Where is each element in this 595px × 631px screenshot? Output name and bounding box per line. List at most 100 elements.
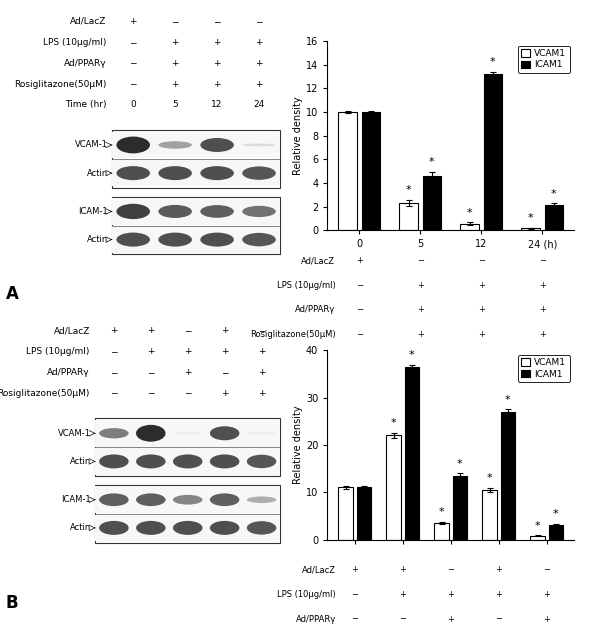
Text: LPS (10μg/ml): LPS (10μg/ml)	[277, 590, 336, 599]
Ellipse shape	[136, 521, 165, 535]
Bar	[95, 514, 280, 541]
Text: −: −	[356, 281, 363, 290]
Y-axis label: Relative density: Relative density	[293, 97, 303, 175]
Text: +: +	[171, 59, 179, 68]
Text: Actin: Actin	[87, 235, 108, 244]
Legend: VCAM1, ICAM1: VCAM1, ICAM1	[518, 355, 569, 382]
Text: ICAM-1: ICAM-1	[79, 207, 108, 216]
Bar	[95, 420, 280, 447]
Bar	[530, 536, 545, 540]
Text: Rosiglitazone(50μM): Rosiglitazone(50μM)	[14, 80, 107, 88]
Text: −: −	[416, 256, 424, 265]
Text: +: +	[356, 256, 362, 265]
Text: Ad/LacZ: Ad/LacZ	[54, 326, 90, 335]
Ellipse shape	[201, 166, 234, 180]
Text: +: +	[171, 80, 179, 88]
Ellipse shape	[210, 493, 239, 506]
Text: 12: 12	[211, 100, 223, 109]
Bar	[95, 487, 280, 513]
Ellipse shape	[136, 454, 165, 468]
Text: 0: 0	[130, 100, 136, 109]
Text: VCAM-1: VCAM-1	[58, 429, 91, 438]
Text: Ad/LacZ: Ad/LacZ	[70, 17, 107, 26]
Ellipse shape	[158, 233, 192, 247]
Ellipse shape	[99, 428, 129, 439]
Text: +: +	[539, 330, 546, 339]
Text: +: +	[416, 330, 424, 339]
Ellipse shape	[158, 141, 192, 149]
Bar	[356, 487, 371, 540]
Text: Rosiglitazone(50μM): Rosiglitazone(50μM)	[0, 389, 90, 398]
Bar	[483, 490, 497, 540]
Text: *: *	[490, 57, 496, 67]
Bar	[405, 367, 419, 540]
Text: −: −	[543, 565, 550, 574]
Text: +: +	[214, 80, 221, 88]
Text: +: +	[351, 565, 358, 574]
Text: *: *	[467, 208, 472, 218]
Ellipse shape	[201, 233, 234, 247]
Text: *: *	[553, 509, 559, 519]
Text: −: −	[258, 326, 265, 335]
Ellipse shape	[173, 495, 202, 505]
Bar	[484, 74, 502, 230]
Text: −: −	[110, 368, 118, 377]
Ellipse shape	[117, 233, 150, 247]
Text: +: +	[130, 17, 137, 26]
Text: *: *	[528, 213, 534, 223]
Text: +: +	[399, 590, 406, 599]
Ellipse shape	[247, 432, 276, 434]
Text: Ad/LacZ: Ad/LacZ	[302, 565, 336, 574]
Bar	[95, 448, 280, 475]
Text: +: +	[478, 305, 485, 314]
Text: −: −	[447, 565, 454, 574]
Bar	[95, 418, 280, 476]
Text: −: −	[399, 615, 406, 623]
Text: +: +	[447, 615, 454, 623]
Text: *: *	[551, 189, 556, 199]
Text: +: +	[214, 59, 221, 68]
Text: LPS (10μg/ml): LPS (10μg/ml)	[43, 38, 107, 47]
Text: Actin: Actin	[70, 523, 91, 533]
Text: −: −	[184, 326, 192, 335]
Text: −: −	[110, 389, 118, 398]
Ellipse shape	[158, 166, 192, 180]
Ellipse shape	[242, 167, 276, 180]
Text: Ad/LacZ: Ad/LacZ	[302, 256, 336, 265]
Ellipse shape	[117, 204, 150, 219]
Text: +: +	[258, 347, 265, 356]
Text: +: +	[399, 565, 406, 574]
Ellipse shape	[117, 166, 150, 180]
Text: −: −	[147, 389, 155, 398]
Text: +: +	[221, 347, 228, 356]
Ellipse shape	[117, 136, 150, 153]
Text: +: +	[447, 590, 454, 599]
Text: *: *	[439, 507, 444, 517]
Text: +: +	[221, 326, 228, 335]
Text: +: +	[539, 281, 546, 290]
Text: +: +	[478, 281, 485, 290]
Ellipse shape	[210, 521, 239, 535]
Text: +: +	[258, 389, 265, 398]
Text: +: +	[147, 326, 155, 335]
Text: Ad/PPARγ: Ad/PPARγ	[295, 305, 336, 314]
Text: −: −	[214, 17, 221, 26]
Ellipse shape	[247, 521, 276, 534]
Bar	[362, 112, 380, 230]
Text: −: −	[130, 38, 137, 47]
Bar	[544, 206, 563, 230]
Bar	[422, 176, 441, 230]
Text: −: −	[147, 368, 155, 377]
Bar	[386, 435, 401, 540]
Text: −: −	[356, 305, 363, 314]
Ellipse shape	[210, 454, 239, 468]
Y-axis label: Relative density: Relative density	[293, 406, 303, 484]
Text: +: +	[221, 389, 228, 398]
Ellipse shape	[201, 205, 234, 218]
Text: −: −	[356, 330, 363, 339]
Bar	[339, 112, 357, 230]
Text: Actin: Actin	[87, 168, 108, 178]
Text: −: −	[130, 80, 137, 88]
Bar	[453, 476, 467, 540]
Text: +: +	[255, 59, 263, 68]
